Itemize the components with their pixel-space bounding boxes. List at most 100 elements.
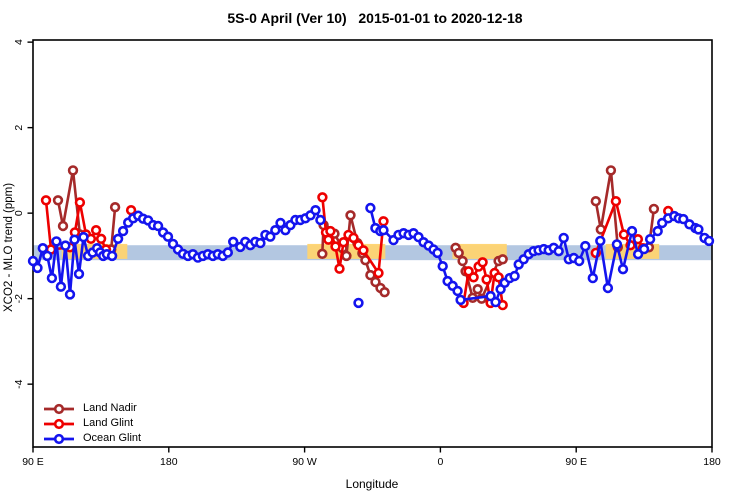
x-tick-label: 180 xyxy=(703,456,721,468)
land-nadir-point xyxy=(590,196,601,207)
ocean-glint-point xyxy=(42,250,53,262)
ocean-glint-point xyxy=(46,272,58,284)
legend-marker-land-nadir xyxy=(44,403,74,414)
ocean-glint-point xyxy=(222,247,234,258)
ocean-glint-point xyxy=(378,225,389,236)
land-glint-point xyxy=(338,237,349,248)
series-ocean-glint xyxy=(27,202,715,309)
ocean-glint-point xyxy=(228,236,239,248)
land-glint-point xyxy=(40,195,52,206)
land-nadir-point xyxy=(341,250,352,262)
ocean-glint-point xyxy=(626,225,638,237)
ocean-glint-point xyxy=(32,262,43,274)
land-glint-point xyxy=(610,196,622,207)
ocean-glint-point xyxy=(573,255,585,267)
ocean-glint-point xyxy=(310,205,321,216)
land-nadir-point xyxy=(67,165,79,176)
land-glint-point xyxy=(330,241,341,252)
x-tick-label: 90 E xyxy=(22,456,44,468)
land-nadir-point xyxy=(317,248,328,260)
land-nadir-point xyxy=(52,195,64,206)
land-glint-point xyxy=(334,263,345,274)
land-glint-point xyxy=(90,225,102,236)
legend-marker-ocean-glint xyxy=(44,433,74,444)
land-glint-point xyxy=(325,225,336,237)
ocean-glint-point xyxy=(437,261,448,272)
y-tick-label: -4 xyxy=(13,379,25,388)
land-glint-point xyxy=(477,257,488,268)
ocean-glint-point xyxy=(27,255,39,267)
ocean-glint-point xyxy=(162,231,174,242)
legend-label-ocean-glint: Ocean Glint xyxy=(83,432,142,444)
land-nadir-point xyxy=(472,284,483,295)
ocean-glint-point xyxy=(152,220,164,232)
land-nadir-line xyxy=(109,205,117,251)
ocean-glint-point xyxy=(37,243,48,254)
land-glint-point xyxy=(348,232,359,244)
x-tick-label: 0 xyxy=(437,456,443,468)
ocean-glint-point xyxy=(55,281,67,292)
legend-item-ocean-glint: Ocean Glint xyxy=(42,431,141,446)
land-nadir-point xyxy=(345,210,356,221)
ocean-glint-point xyxy=(106,250,118,262)
ocean-glint-point xyxy=(638,243,650,255)
y-tick-label: 2 xyxy=(13,125,25,131)
legend-item-land-nadir: Land Nadir xyxy=(42,401,141,416)
land-glint-point xyxy=(378,216,389,227)
ocean-glint-point xyxy=(595,235,606,247)
ocean-glint-point xyxy=(652,225,663,237)
ocean-glint-point xyxy=(703,235,715,247)
ocean-glint-point xyxy=(78,231,89,243)
x-axis-label: Longitude xyxy=(345,477,399,491)
ocean-glint-point xyxy=(558,232,569,244)
ocean-glint-point xyxy=(73,268,85,280)
ocean-glint-point xyxy=(617,264,629,275)
land-nadir-point xyxy=(457,255,468,267)
ocean-glint-point xyxy=(69,234,80,245)
land-glint-point xyxy=(373,267,384,279)
land-glint-point xyxy=(358,245,369,256)
ocean-glint-point xyxy=(432,247,443,259)
land-glint-point xyxy=(481,274,492,285)
land-nadir-point xyxy=(109,202,121,213)
plot-marks: 90 E 180 90 W 0 90 E 180 -4 -2 0 2 4 xyxy=(13,39,721,468)
land-glint-point xyxy=(618,229,630,240)
land-nadir-point xyxy=(605,165,617,176)
ocean-glint-point xyxy=(587,272,598,284)
ocean-glint-point xyxy=(275,217,286,229)
ocean-glint-point xyxy=(117,225,129,237)
plot-border xyxy=(32,39,713,448)
ocean-glint-point xyxy=(353,297,364,309)
y-axis-label: XCO2 - MLO trend (ppm) xyxy=(3,182,15,313)
ocean-glint-point xyxy=(509,270,520,282)
ocean-glint-point xyxy=(580,240,591,252)
land-nadir-point xyxy=(57,220,69,232)
legend-label-land-glint: Land Glint xyxy=(83,417,134,429)
ocean-glint-point xyxy=(51,236,62,247)
ocean-glint-point xyxy=(270,225,281,236)
y-tick-label: 4 xyxy=(13,39,25,45)
ocean-glint-point xyxy=(315,214,326,226)
legend-item-land-glint: Land Glint xyxy=(42,416,141,431)
land-glint-point xyxy=(74,197,86,208)
chart-title: 5S-0 April (Ver 10) 2015-01-01 to 2020-1… xyxy=(227,10,523,26)
yellow-band xyxy=(452,243,507,259)
land-glint-point xyxy=(317,192,328,203)
land-nadir-point xyxy=(453,247,464,259)
ocean-glint-point xyxy=(365,202,376,214)
ocean-glint-point xyxy=(452,285,463,297)
ocean-glint-point xyxy=(693,224,704,235)
land-glint-point xyxy=(95,233,107,245)
ocean-glint-point xyxy=(678,213,689,225)
land-glint-point xyxy=(323,234,334,245)
y-tick-label: -2 xyxy=(13,294,25,303)
x-tick-label: 90 W xyxy=(292,456,317,468)
land-glint-point xyxy=(468,272,479,283)
ocean-glint-point xyxy=(112,233,124,245)
legend: Land Nadir Land Glint Ocean Glint xyxy=(42,401,141,446)
y-tick-label: 0 xyxy=(13,210,25,216)
legend-label-land-nadir: Land Nadir xyxy=(83,402,137,414)
land-nadir-point xyxy=(379,287,390,298)
